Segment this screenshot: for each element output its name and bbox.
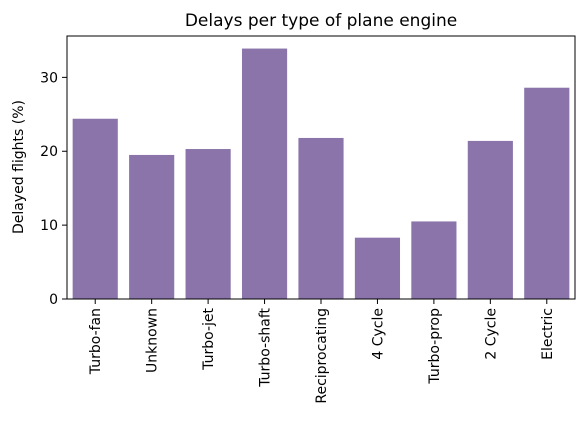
x-tick-label: Turbo-fan (88, 308, 104, 375)
bar-turbo-jet (185, 149, 231, 299)
chart-title: Delays per type of plane engine (185, 11, 457, 31)
x-tick-label: Turbo-shaft (258, 308, 274, 388)
bar-2-cycle (467, 140, 513, 299)
bar-reciprocating (298, 137, 344, 299)
bar-turbo-prop (411, 221, 457, 299)
bars-group (72, 48, 570, 299)
y-tick-label: 20 (40, 144, 58, 160)
bar-4-cycle (354, 237, 401, 299)
y-tick-label: 0 (49, 292, 58, 308)
x-tick-label: Reciprocating (314, 308, 330, 404)
x-tick-label: 4 Cycle (370, 308, 386, 360)
plot-frame (66, 35, 576, 300)
x-tick-label: Electric (540, 308, 556, 360)
bar-electric (524, 87, 570, 299)
bar-unknown (129, 154, 175, 299)
bar-turbo-fan (72, 118, 118, 299)
x-tick-label: Turbo-prop (427, 308, 443, 385)
x-tick-label: Turbo-jet (201, 307, 217, 370)
x-tick-label: 2 Cycle (483, 308, 499, 360)
y-ticks-group: 0 10 20 30 (40, 70, 67, 308)
bar-turbo-shaft (241, 48, 288, 299)
y-axis-label: Delayed flights (%) (11, 100, 27, 234)
y-tick-label: 10 (40, 218, 58, 234)
x-ticks-group: Turbo-fan Unknown Turbo-jet Turbo-shaft Reci… (88, 299, 556, 404)
y-tick-label: 30 (40, 70, 58, 86)
x-tick-label: Unknown (145, 308, 161, 373)
